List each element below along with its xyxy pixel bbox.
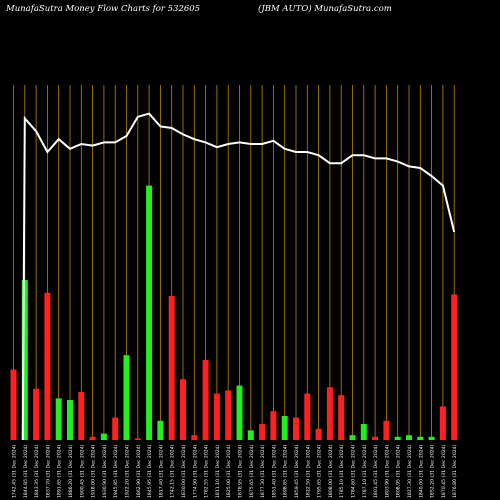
- bar: [417, 436, 424, 440]
- bar: [100, 433, 107, 440]
- bar: [67, 400, 73, 440]
- x-tick-label: 1801.45 (31 Dec 2024): [373, 444, 379, 498]
- x-tick-label: 1898.85 (31 Dec 2024): [283, 444, 289, 498]
- x-tick-label: 1803.90 (31 Dec 2024): [384, 444, 390, 498]
- x-tick-label: 1784.60 (31 Dec 2024): [351, 444, 357, 498]
- x-tick-label: 1930.90 (31 Dec 2024): [102, 444, 108, 498]
- x-tick-label: 1891.65 (31 Dec 2024): [57, 444, 63, 498]
- bar: [326, 387, 333, 440]
- bar: [134, 438, 141, 440]
- bar: [259, 424, 266, 440]
- bar: [112, 417, 119, 440]
- bar: [33, 388, 40, 440]
- x-tick-label: 1742.15 (31 Dec 2024): [170, 444, 176, 498]
- x-tick-label: 1876.80 (31 Dec 2024): [452, 444, 458, 498]
- bar: [44, 292, 51, 440]
- bar: [428, 436, 435, 440]
- chart-subtitle: (JBM AUTO) MunafaSutra.com: [258, 4, 392, 14]
- x-tick-labels: 1742.45 (31 Dec 2024) 1844.85 (31 Dec 202…: [12, 444, 459, 498]
- bar: [293, 417, 299, 440]
- x-tick-label: 1817.40 (31 Dec 2024): [158, 444, 164, 498]
- bar: [225, 390, 232, 440]
- x-tick-label: 1825.00 (31 Dec 2024): [226, 444, 232, 498]
- x-tick-label: 1787.10 (31 Dec 2024): [362, 444, 368, 498]
- x-tick-label: 1840.00 (31 Dec 2024): [418, 444, 424, 498]
- bar: [281, 416, 288, 440]
- bar: [191, 435, 198, 440]
- x-tick-label: 1877.30 (31 Dec 2024): [260, 444, 266, 498]
- bar: [439, 406, 446, 440]
- x-tick-label: 1852.20 (31 Dec 2024): [430, 444, 436, 498]
- bars: [10, 185, 458, 440]
- bar: [78, 392, 85, 440]
- bar: [315, 428, 322, 440]
- x-tick-label: 1875.65 (31 Dec 2024): [249, 444, 255, 498]
- x-tick-label: 1808.95 (31 Dec 2024): [396, 444, 402, 498]
- bar: [451, 294, 458, 440]
- gridlines: [13, 85, 455, 440]
- bar: [349, 435, 356, 440]
- bar: [394, 436, 401, 440]
- bar: [360, 424, 367, 440]
- bar: [372, 436, 379, 440]
- x-tick-label: 1845.95 (31 Dec 2024): [147, 444, 153, 498]
- bar: [236, 385, 243, 440]
- x-tick-label: 1742.45 (31 Dec 2024): [12, 444, 18, 498]
- bar: [383, 420, 390, 440]
- bar: [21, 280, 28, 440]
- x-tick-label: 1851.40 (31 Dec 2024): [271, 444, 277, 498]
- x-tick-label: 1795.65 (31 Dec 2024): [317, 444, 323, 498]
- price-line: [21, 112, 456, 441]
- x-tick-label: 1870.45 (31 Dec 2024): [441, 444, 447, 498]
- bar: [180, 379, 186, 440]
- x-tick-label: 1785.10 (31 Dec 2024): [339, 444, 345, 498]
- bar: [406, 435, 412, 440]
- bar: [213, 393, 220, 440]
- price-line-path: [21, 112, 456, 441]
- x-tick-label: 1900.45 (31 Dec 2024): [79, 444, 85, 498]
- x-tick-label: 1782.55 (31 Dec 2024): [204, 444, 210, 498]
- bar: [168, 296, 175, 440]
- x-tick-label: 1843.35 (31 Dec 2024): [34, 444, 40, 498]
- bar: [123, 355, 130, 440]
- bar: [304, 393, 311, 440]
- x-tick-label: 1808.00 (31 Dec 2024): [328, 444, 334, 498]
- bar: [55, 398, 62, 440]
- x-tick-label: 1774.90 (31 Dec 2024): [192, 444, 198, 498]
- bar: [247, 430, 254, 440]
- bar: [89, 436, 96, 440]
- x-tick-label: 1837.70 (31 Dec 2024): [45, 444, 51, 498]
- x-tick-label: 1811.10 (31 Dec 2024): [215, 444, 221, 498]
- bar: [338, 395, 345, 440]
- x-tick-label: 1878.95 (31 Dec 2024): [238, 444, 244, 498]
- bar: [202, 360, 209, 440]
- bar: [157, 420, 164, 440]
- x-tick-label: 1844.85 (31 Dec 2024): [23, 444, 29, 498]
- x-tick-label: 1822.50 (31 Dec 2024): [305, 444, 311, 498]
- x-tick-label: 1922.20 (31 Dec 2024): [125, 444, 131, 498]
- x-tick-label: 1886.20 (31 Dec 2024): [68, 444, 74, 498]
- bar: [270, 411, 277, 440]
- chart-title: MunafaSutra Money Flow Charts for 532605: [6, 4, 201, 14]
- x-tick-label: 1918.00 (31 Dec 2024): [91, 444, 97, 498]
- x-tick-label: 1862.90 (31 Dec 2024): [136, 444, 142, 498]
- bar: [146, 185, 153, 440]
- x-tick-label: 1827.30 (31 Dec 2024): [407, 444, 413, 498]
- x-tick-label: 1830.00 (31 Dec 2024): [181, 444, 187, 498]
- x-tick-label: 1859.45 (31 Dec 2024): [294, 444, 300, 498]
- x-tick-label: 1945.85 (31 Dec 2024): [113, 444, 119, 498]
- bar: [10, 369, 17, 440]
